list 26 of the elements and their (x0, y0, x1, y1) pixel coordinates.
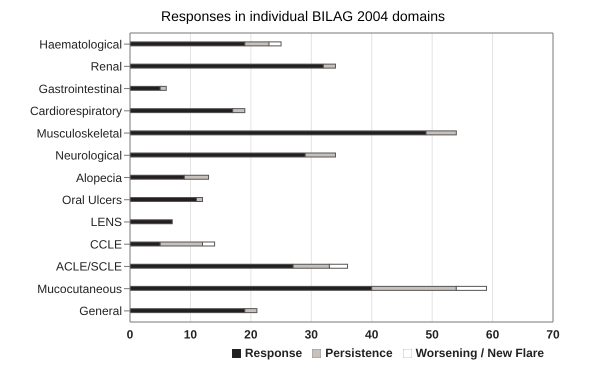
y-tick-label: Gastrointestinal (38, 82, 122, 96)
x-tick-label: 30 (304, 328, 318, 342)
y-tick-label: ACLE/SCLE (56, 260, 122, 274)
y-tick-label: LENS (90, 215, 122, 230)
legend-label: Persistence (325, 346, 393, 360)
x-tick-label: 10 (184, 328, 198, 342)
y-tick-label: General (79, 304, 122, 318)
legend-label: Response (244, 346, 302, 360)
x-tick-label: 60 (486, 328, 500, 342)
y-tick-label: Haematological (39, 37, 122, 52)
y-tick-label: Renal (90, 60, 122, 74)
y-tick-label: Musculoskeletal (36, 126, 122, 140)
x-tick-label: 20 (244, 328, 258, 342)
chart-title: Responses in individual BILAG 2004 domains (160, 8, 446, 26)
x-tick-label: 0 (126, 328, 134, 342)
x-tick-label: 40 (365, 328, 379, 342)
y-tick-label: Mucocutaneous (37, 282, 122, 296)
text: Worsening / New Flare (416, 346, 544, 360)
y-tick-label: Alopecia (76, 170, 122, 185)
bar (130, 219, 173, 224)
y-tick-label: CCLE (90, 237, 122, 252)
y-tick-label: Oral Ulcers (62, 192, 122, 207)
y-tick-label: Neurological (55, 148, 122, 163)
x-tick-label: 50 (425, 328, 440, 342)
y-tick-label: Cardiorespiratory (30, 104, 122, 118)
x-tick-label: 70 (546, 328, 560, 342)
